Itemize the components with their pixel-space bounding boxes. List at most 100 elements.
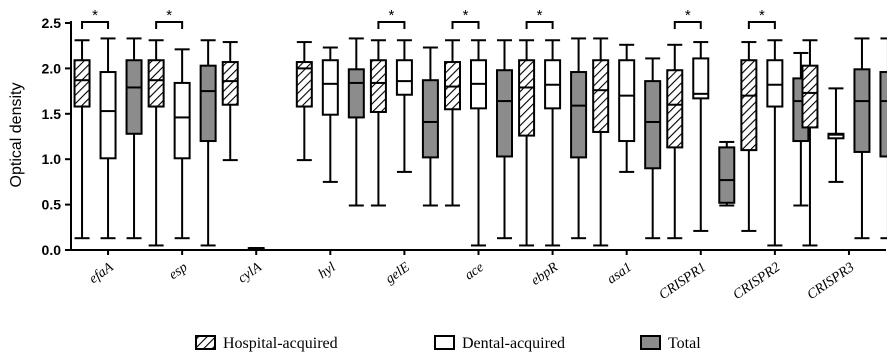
box-hyl-total — [347, 37, 365, 207]
box-crispr1-total — [718, 140, 736, 207]
box-efaa-hospital — [73, 39, 91, 240]
x-tick-label-ebpr: ebpR — [529, 260, 562, 289]
box-crispr3-hospital — [801, 39, 819, 247]
box-iqr — [879, 71, 887, 158]
box-iqr — [395, 59, 413, 96]
box-hyl-hospital — [295, 41, 313, 162]
significance-bracket — [451, 21, 480, 29]
legend-swatch-hospital — [195, 335, 216, 350]
y-tick-label: 1.5 — [42, 106, 62, 122]
legend: Hospital-acquired Dental-acquired Total — [195, 335, 701, 352]
x-tick-label-cyla: cylA — [236, 260, 265, 287]
x-tick-label-hyl: hyl — [316, 260, 339, 282]
box-iqr — [570, 71, 588, 159]
legend-label-hospital: Hospital-acquired — [223, 335, 338, 352]
plot-area: 0.0 0.5 1.0 1.5 2.0 2.5 efaA * esp * cylA hyl gelE * a… — [42, 7, 887, 303]
box-crispr1-hospital — [666, 43, 684, 240]
significance-crispr1: * — [673, 7, 702, 29]
box-iqr — [853, 68, 871, 153]
significance-crispr2: * — [747, 7, 776, 29]
box-ace-hospital — [444, 39, 461, 207]
x-tick-label-ace: ace — [462, 260, 487, 283]
significance-efaa: * — [81, 7, 110, 29]
significance-label: * — [685, 7, 691, 24]
box-iqr — [369, 59, 387, 113]
legend-label-total: Total — [668, 335, 701, 352]
significance-label: * — [759, 7, 765, 24]
box-iqr — [718, 146, 736, 204]
box-crispr3-total — [879, 37, 887, 240]
box-iqr — [295, 61, 313, 108]
box-iqr — [221, 61, 239, 106]
box-iqr — [99, 71, 117, 160]
box-crispr3-dental — [827, 87, 845, 183]
significance-ebpr: * — [525, 7, 554, 29]
box-iqr — [592, 59, 610, 133]
box-gele-total — [421, 46, 439, 207]
box-iqr — [147, 59, 165, 108]
box-esp-hospital — [147, 39, 165, 247]
box-iqr — [618, 59, 636, 143]
significance-gele: * — [377, 7, 406, 29]
box-ace-dental — [470, 39, 487, 247]
legend-swatch-total — [640, 335, 661, 350]
box-iqr — [321, 59, 339, 116]
box-iqr — [644, 80, 662, 170]
y-tick-label: 0.5 — [42, 197, 62, 213]
box-iqr — [766, 59, 784, 108]
x-tick-label-efaa: efaA — [87, 260, 117, 287]
significance-bracket — [673, 21, 702, 29]
y-axis-label: Optical density — [8, 83, 25, 188]
legend-swatch-dental — [434, 335, 455, 350]
significance-esp: * — [155, 7, 184, 29]
significance-ace: * — [451, 7, 480, 29]
significance-label: * — [92, 7, 98, 24]
significance-bracket — [377, 21, 406, 29]
legend-item-total: Total — [640, 335, 701, 352]
significance-label: * — [166, 7, 172, 24]
y-tick-label: 2.5 — [42, 15, 62, 31]
box-iqr — [199, 64, 217, 143]
x-tick-label-crispr2: CRISPR2 — [731, 260, 784, 303]
box-hyl-dental — [321, 46, 339, 183]
significance-bracket — [747, 21, 776, 29]
significance-bracket — [525, 21, 554, 29]
x-tick-label-crispr3: CRISPR3 — [805, 260, 858, 303]
box-crispr2-dental — [766, 39, 784, 247]
significance-label: * — [388, 7, 394, 24]
box-iqr — [692, 57, 710, 100]
box-esp-dental — [173, 48, 191, 240]
box-iqr — [347, 68, 365, 119]
legend-item-hospital: Hospital-acquired — [195, 335, 338, 352]
box-gele-hospital — [369, 39, 387, 207]
x-tick-label-gele: gelE — [383, 260, 413, 287]
box-cyla-dental — [247, 247, 265, 251]
box-iqr — [801, 64, 819, 129]
significance-bracket — [155, 21, 184, 29]
box-efaa-dental — [99, 37, 117, 240]
box-ebpr-total — [570, 37, 588, 240]
box-iqr — [740, 59, 758, 152]
y-tick-label: 1.0 — [42, 151, 62, 167]
box-iqr — [421, 79, 439, 159]
box-cyla-hospital — [221, 41, 239, 162]
x-tick-label-crispr1: CRISPR1 — [657, 260, 710, 303]
box-iqr — [496, 69, 513, 158]
box-crispr3-total — [853, 37, 871, 240]
significance-label: * — [463, 7, 469, 24]
box-asa1-hospital — [592, 37, 610, 247]
y-tick-label: 0.0 — [42, 242, 62, 258]
box-asa1-total — [644, 57, 662, 240]
significance-bracket — [81, 21, 110, 29]
box-iqr — [73, 59, 91, 108]
box-efaa-total — [125, 37, 143, 240]
box-ebpr-hospital — [518, 39, 536, 247]
box-gele-dental — [395, 39, 413, 173]
legend-item-dental: Dental-acquired — [434, 335, 565, 352]
box-asa1-dental — [618, 43, 636, 173]
box-ebpr-dental — [544, 39, 562, 247]
box-crispr1-dental — [692, 41, 710, 232]
box-crispr2-hospital — [740, 41, 758, 232]
box-esp-total — [199, 39, 217, 247]
